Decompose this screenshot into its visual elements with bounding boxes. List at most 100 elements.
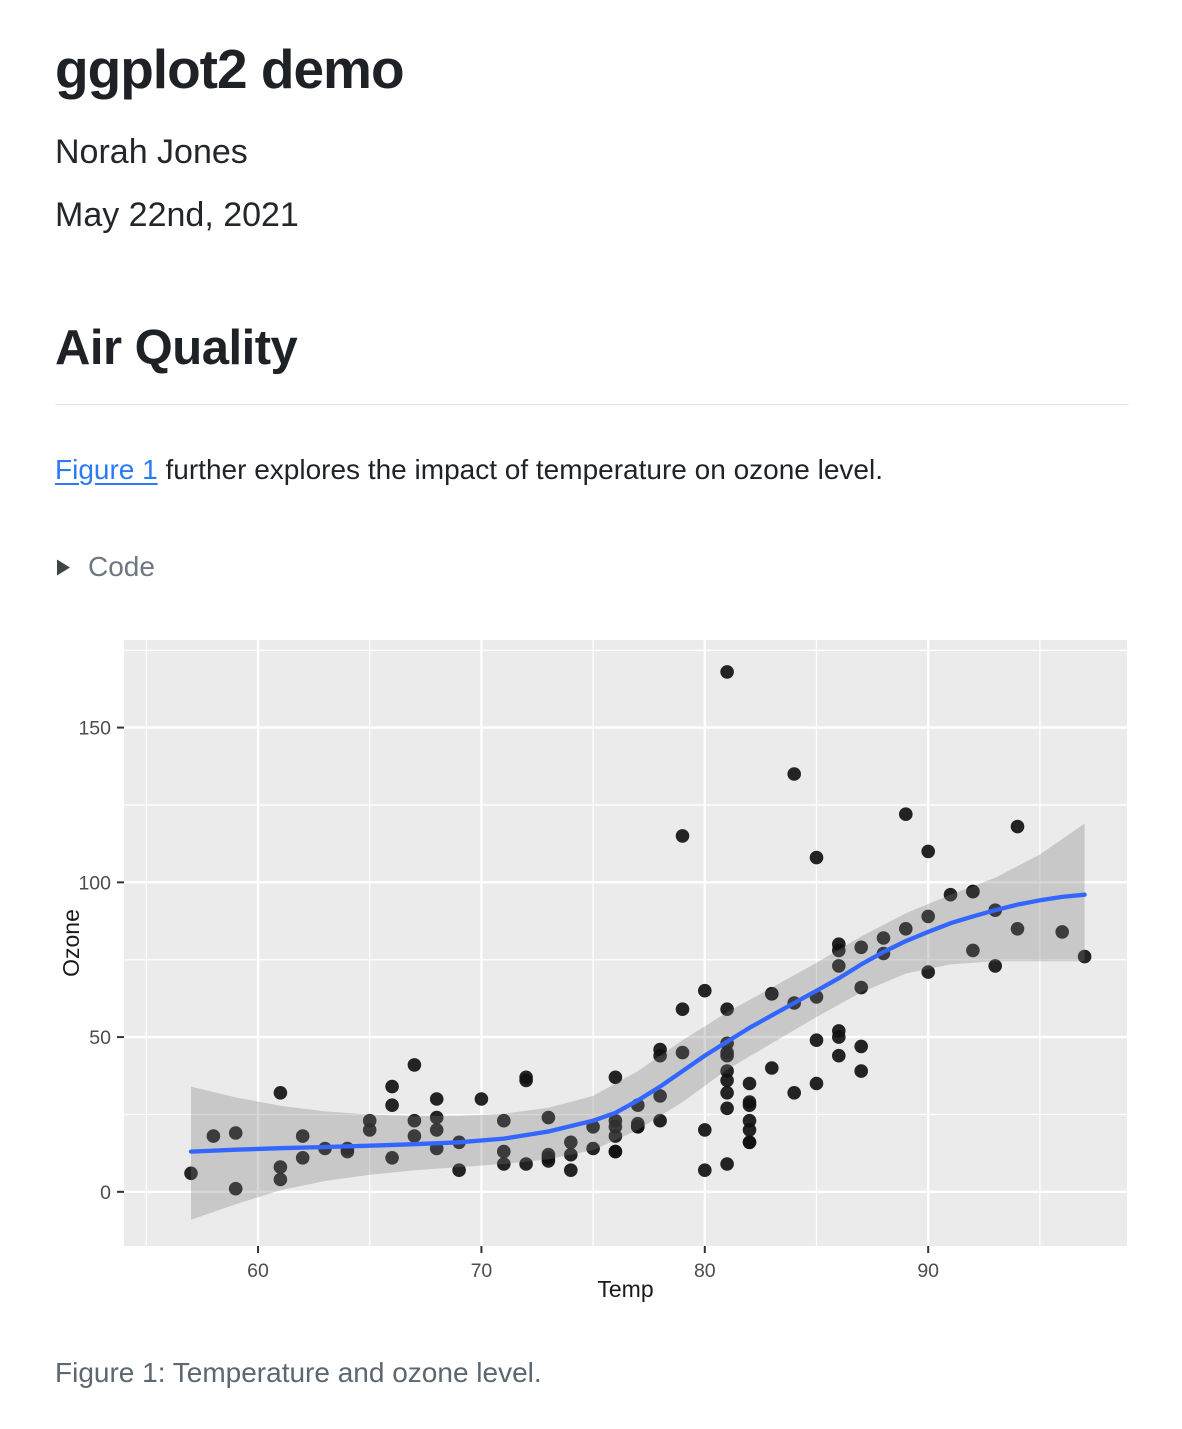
y-tick-label: 150 — [78, 718, 111, 740]
data-point — [966, 884, 980, 899]
data-point — [497, 1157, 511, 1171]
x-tick-label: 80 — [694, 1260, 716, 1282]
publish-date: May 22nd, 2021 — [55, 196, 299, 235]
data-point — [832, 943, 846, 958]
x-tick-label: 90 — [917, 1260, 939, 1282]
figure-1-link[interactable]: Figure 1 — [55, 454, 158, 486]
data-point — [385, 1098, 399, 1113]
data-point — [765, 987, 779, 1001]
minor-gridlines — [124, 640, 1127, 1247]
y-axis: 0 50 100 150 Ozone — [58, 718, 124, 1204]
data-point — [720, 1073, 734, 1088]
x-axis-title: Temp — [597, 1276, 653, 1302]
data-point — [273, 1160, 288, 1175]
data-point — [854, 940, 868, 955]
intro-paragraph: Figure 1 further explores the impact of … — [55, 449, 1129, 491]
data-point — [720, 1086, 734, 1100]
ozone-temp-plot: 60 70 80 90 Temp 0 50 100 150 Ozone — [58, 640, 1127, 1302]
data-point — [742, 1123, 757, 1137]
data-point — [295, 1151, 310, 1165]
data-point — [899, 922, 913, 936]
data-point — [832, 1030, 846, 1045]
data-point — [921, 909, 935, 924]
data-point — [429, 1123, 444, 1137]
data-point — [497, 1144, 511, 1159]
data-point — [564, 1163, 578, 1178]
data-point — [921, 844, 935, 859]
data-point — [1055, 925, 1069, 939]
data-point — [564, 1135, 578, 1150]
data-point — [653, 1042, 667, 1057]
data-point — [385, 1151, 399, 1165]
data-point — [899, 807, 913, 822]
data-point — [809, 1033, 824, 1048]
data-point — [653, 1089, 667, 1103]
data-point — [698, 1123, 712, 1137]
data-point — [854, 1039, 868, 1054]
data-point — [765, 1061, 779, 1075]
page-title: ggplot2 demo — [55, 38, 405, 100]
triangle-right-icon — [55, 558, 72, 577]
data-point — [541, 1154, 556, 1168]
figure-caption: Figure 1: Temperature and ozone level. — [55, 1357, 542, 1389]
data-point — [832, 1049, 846, 1063]
code-fold-toggle[interactable]: Code — [55, 551, 155, 583]
x-axis: 60 70 80 90 Temp — [247, 1246, 939, 1302]
data-point — [497, 1114, 511, 1128]
data-point — [653, 1114, 667, 1128]
data-point — [698, 1163, 712, 1178]
data-point — [519, 1157, 533, 1171]
data-point — [1077, 949, 1092, 964]
data-point — [675, 829, 690, 843]
data-point — [429, 1110, 444, 1125]
data-point — [988, 959, 1002, 973]
y-tick-label: 100 — [78, 872, 111, 894]
data-point — [429, 1092, 444, 1106]
points-layer — [184, 665, 1092, 1196]
figure-1: 60 70 80 90 Temp 0 50 100 150 Ozone Figure 1: Tem… — [55, 629, 1129, 1389]
data-point — [675, 1045, 690, 1060]
data-point — [206, 1129, 221, 1144]
data-point — [295, 1129, 310, 1144]
data-point — [519, 1070, 533, 1085]
data-point — [608, 1070, 623, 1085]
data-point — [228, 1182, 243, 1196]
data-point — [854, 1064, 868, 1079]
data-point — [876, 931, 891, 945]
data-point — [608, 1120, 623, 1134]
data-point — [608, 1129, 623, 1144]
data-point — [720, 665, 734, 679]
data-point — [787, 1086, 801, 1100]
data-point — [720, 1049, 734, 1063]
data-point — [966, 943, 980, 958]
data-point — [832, 959, 846, 973]
smooth-line — [188, 892, 1087, 1154]
data-point — [720, 1157, 734, 1171]
data-point — [228, 1126, 243, 1140]
data-point — [720, 1101, 734, 1116]
data-point — [273, 1172, 288, 1187]
data-point — [742, 1098, 757, 1113]
data-point — [586, 1141, 600, 1156]
data-point — [407, 1058, 422, 1072]
data-point — [407, 1114, 422, 1128]
x-tick-label: 60 — [247, 1260, 269, 1282]
data-point — [1010, 819, 1025, 834]
confidence-ribbon — [191, 823, 1085, 1220]
intro-paragraph-text: further explores the impact of temperatu… — [157, 454, 883, 486]
data-point — [631, 1120, 645, 1134]
data-point — [608, 1144, 623, 1159]
data-point — [184, 1166, 198, 1181]
code-fold-label: Code — [88, 551, 155, 583]
data-point — [452, 1163, 466, 1178]
data-point — [385, 1079, 399, 1094]
y-axis-title: Ozone — [58, 909, 84, 977]
plot-panel — [124, 640, 1127, 1247]
data-point — [809, 850, 824, 865]
data-point — [474, 1092, 489, 1106]
data-point — [273, 1086, 288, 1100]
data-point — [564, 1148, 578, 1162]
data-point — [921, 965, 935, 980]
data-point — [407, 1129, 422, 1144]
